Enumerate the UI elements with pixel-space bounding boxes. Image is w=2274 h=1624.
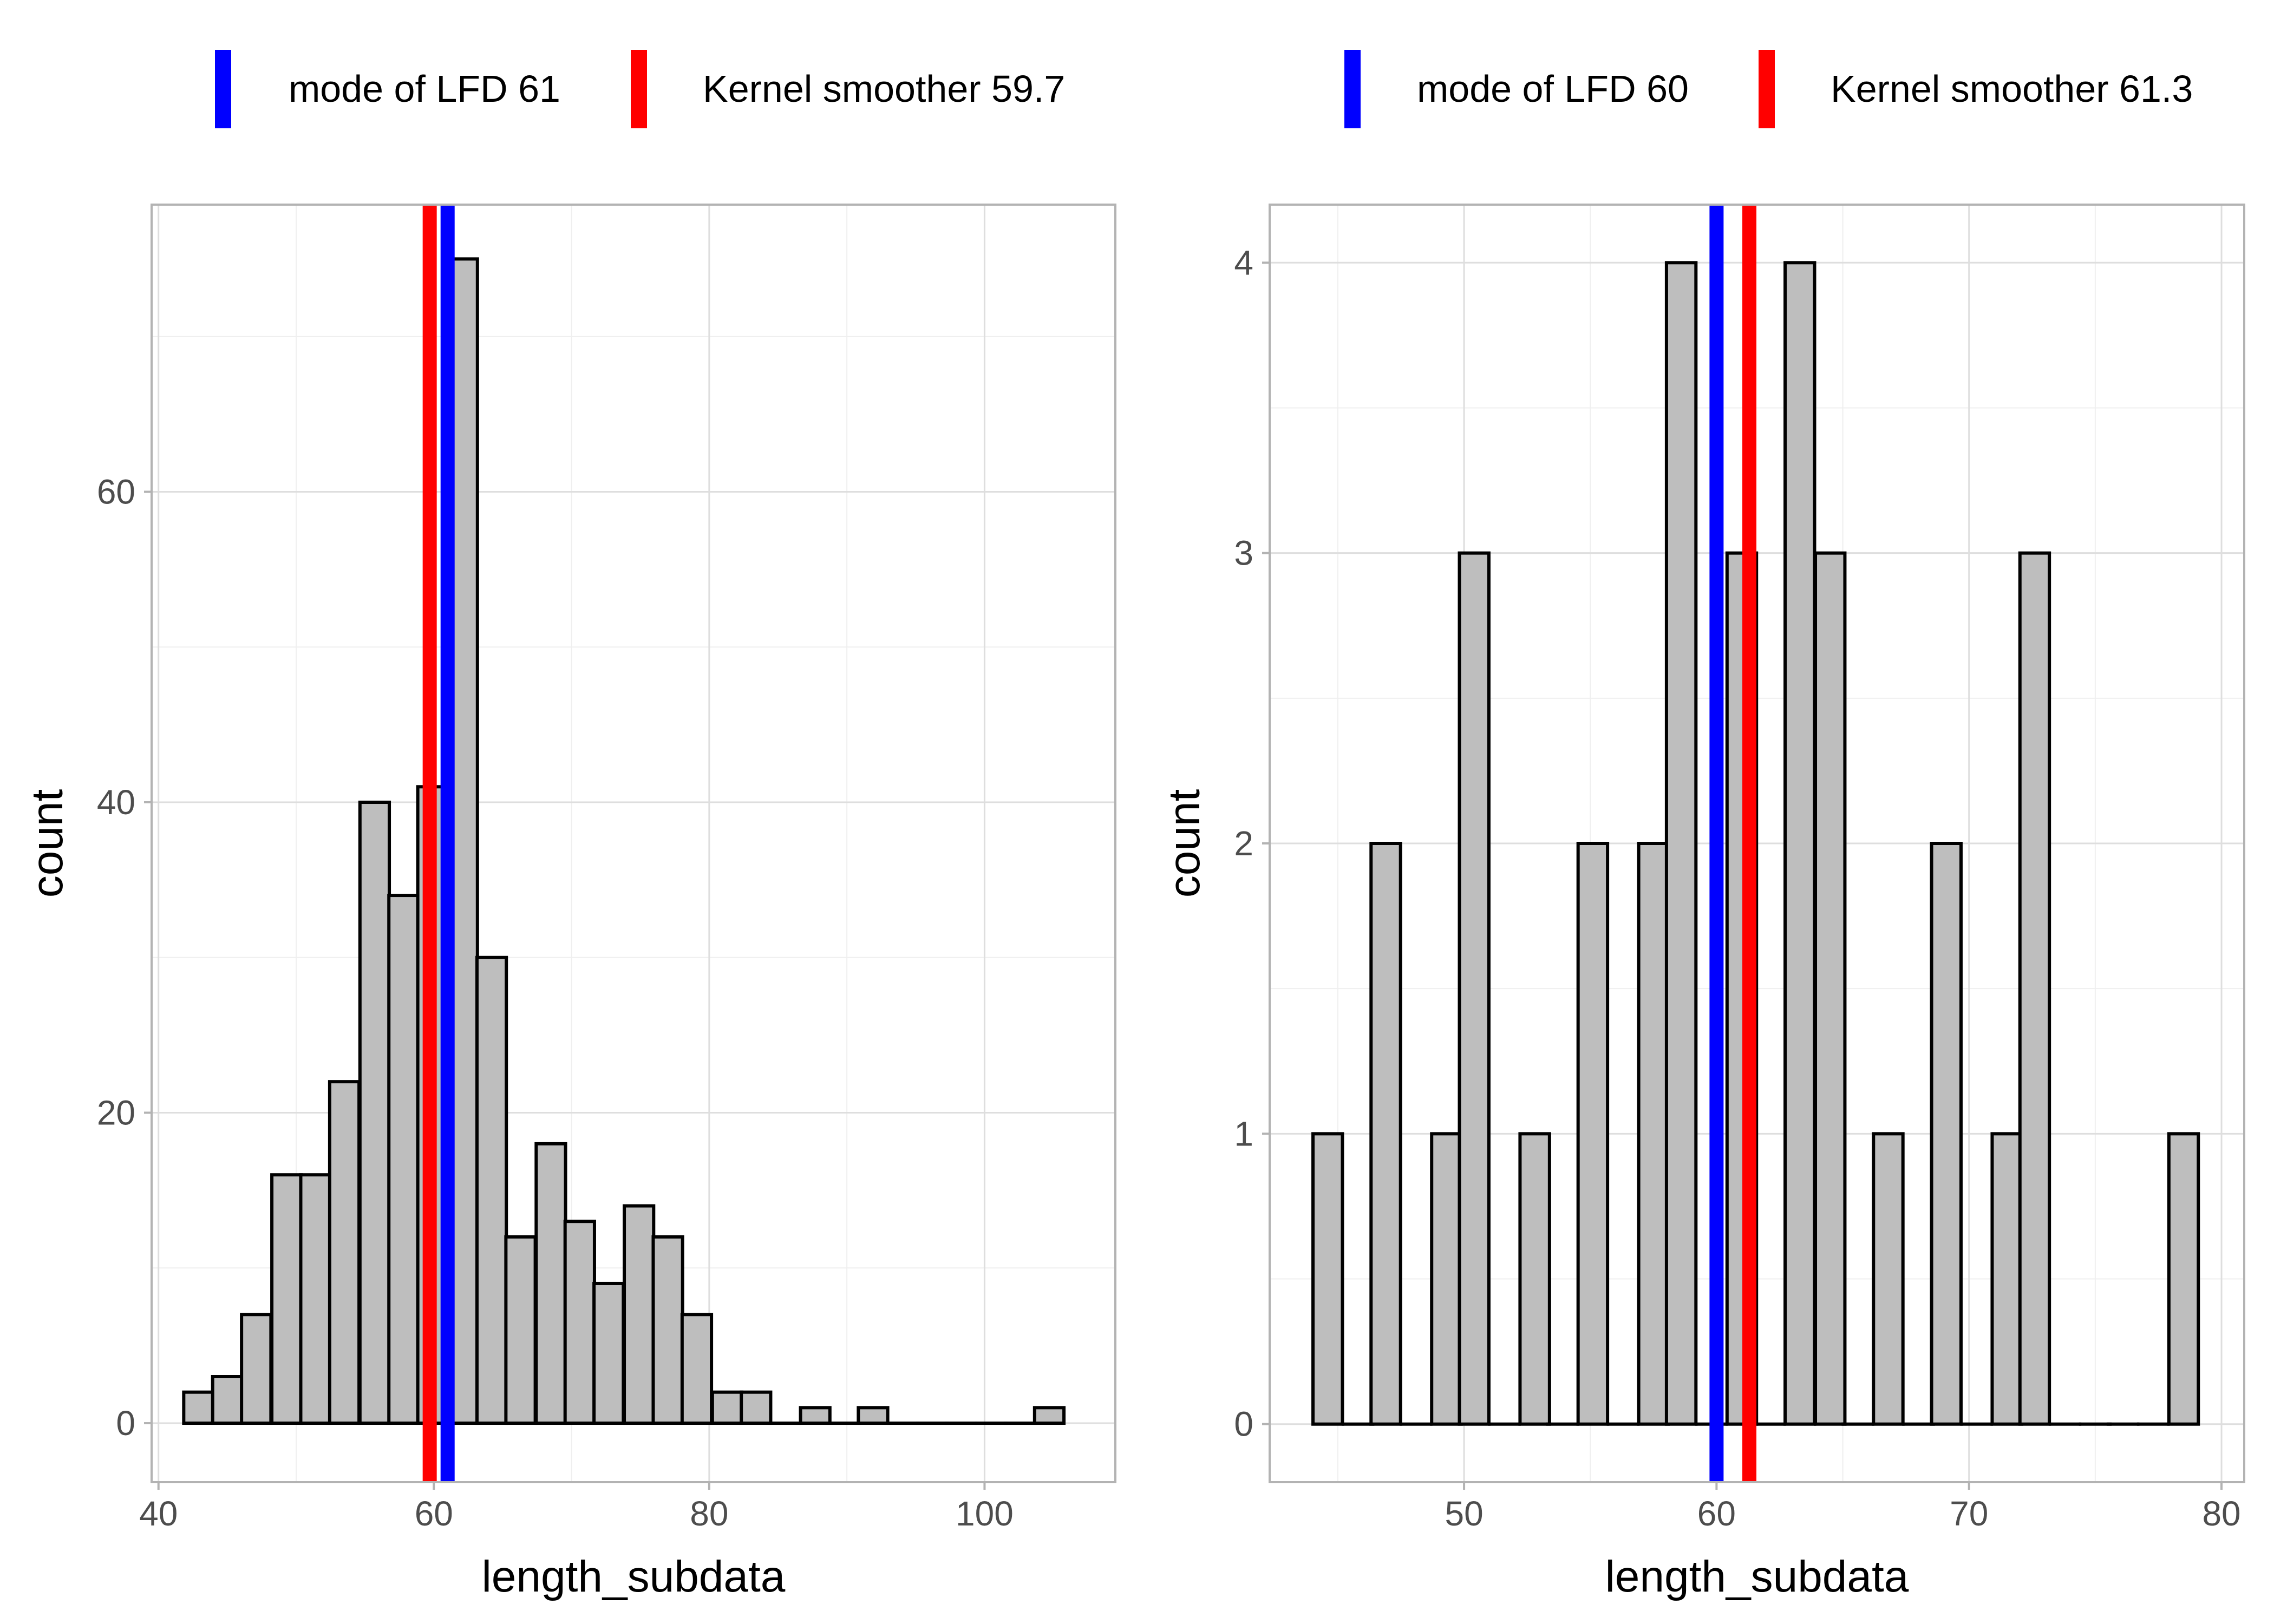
right-histogram-bar bbox=[2018, 551, 2051, 1426]
left-histogram-bar bbox=[563, 1220, 596, 1425]
left-legend-kernel-key bbox=[631, 50, 647, 128]
left-histogram-bar bbox=[534, 1142, 567, 1425]
left-histogram-bar bbox=[857, 1406, 890, 1425]
left-panel-border bbox=[151, 204, 1116, 1483]
left-histogram-bar bbox=[299, 1173, 332, 1425]
left-y-tick-label: 60 bbox=[97, 472, 135, 511]
right-legend-mode-label: mode of LFD 60 bbox=[1417, 68, 1689, 110]
left-x-tick-label: 40 bbox=[139, 1494, 178, 1533]
left-legend-mode-key bbox=[215, 50, 231, 128]
left-histogram-bar bbox=[358, 801, 391, 1425]
left-legend-kernel-label: Kernel smoother 59.7 bbox=[703, 68, 1065, 110]
right-x-tick-label: 70 bbox=[1950, 1494, 1988, 1533]
right-bars bbox=[1311, 261, 2200, 1426]
left-legend: mode of LFD 61 Kernel smoother 59.7 bbox=[215, 50, 1065, 128]
right-histogram-bar bbox=[1430, 1132, 1463, 1426]
left-x-tick-label: 60 bbox=[415, 1494, 453, 1533]
right-histogram-bar bbox=[1814, 551, 1847, 1426]
left-histogram-bar bbox=[387, 894, 420, 1425]
left-x-axis: 40 60 80 100 bbox=[139, 1482, 1014, 1533]
left-histogram-bar bbox=[211, 1375, 244, 1425]
right-histogram-bar bbox=[1664, 261, 1698, 1426]
right-x-axis: 50 60 70 80 bbox=[1445, 1482, 2241, 1533]
left-histogram-bar bbox=[240, 1313, 273, 1425]
left-histogram-bar bbox=[710, 1390, 744, 1425]
left-histogram-bar bbox=[182, 1390, 215, 1425]
right-histogram-bar bbox=[1783, 261, 1816, 1426]
right-y-axis-title: count bbox=[1160, 789, 1209, 898]
left-histogram-bar bbox=[623, 1204, 656, 1425]
left-y-axis: 0 20 40 60 bbox=[97, 472, 152, 1443]
left-histogram-bar bbox=[1033, 1406, 1066, 1425]
left-y-tick-label: 0 bbox=[116, 1404, 135, 1443]
right-histogram-bar bbox=[1872, 1132, 1905, 1426]
left-x-tick-label: 80 bbox=[690, 1494, 728, 1533]
right-histogram-bar bbox=[1518, 1132, 1551, 1426]
right-histogram-bar bbox=[1576, 842, 1610, 1426]
right-x-axis-title: length_subdata bbox=[1605, 1552, 1909, 1601]
right-x-tick-label: 60 bbox=[1697, 1494, 1736, 1533]
left-legend-mode-label: mode of LFD 61 bbox=[289, 68, 560, 110]
right-histogram-bar bbox=[2167, 1132, 2200, 1426]
right-x-tick-label: 80 bbox=[2202, 1494, 2240, 1533]
right-x-tick-label: 50 bbox=[1445, 1494, 1483, 1533]
right-y-tick-label: 1 bbox=[1234, 1114, 1253, 1153]
right-histogram-bar bbox=[1637, 842, 1670, 1426]
left-histogram-bar bbox=[475, 955, 508, 1425]
left-histogram-bar bbox=[504, 1235, 537, 1425]
right-histogram-bar bbox=[1990, 1132, 2023, 1426]
left-histogram-bar bbox=[592, 1281, 625, 1425]
right-y-tick-label: 3 bbox=[1234, 534, 1253, 573]
left-reference-lines bbox=[422, 205, 455, 1482]
left-histogram-chart: mode of LFD 61 Kernel smoother 59.7 40 60… bbox=[23, 50, 1116, 1601]
left-histogram-bar bbox=[799, 1406, 832, 1425]
left-x-tick-label: 100 bbox=[956, 1494, 1014, 1533]
right-reference-lines bbox=[1709, 205, 1757, 1482]
left-histogram-bar bbox=[270, 1173, 303, 1425]
right-y-tick-label: 4 bbox=[1234, 243, 1253, 282]
left-y-tick-label: 20 bbox=[97, 1093, 135, 1132]
right-legend: mode of LFD 60 Kernel smoother 61.3 bbox=[1344, 50, 2193, 128]
right-histogram-bar bbox=[1458, 551, 1491, 1426]
right-legend-mode-key bbox=[1344, 50, 1361, 128]
left-y-axis-title: count bbox=[23, 789, 72, 898]
right-y-tick-label: 0 bbox=[1234, 1405, 1253, 1444]
left-histogram-bar bbox=[680, 1313, 714, 1425]
right-histogram-chart: mode of LFD 60 Kernel smoother 61.3 50 60… bbox=[1160, 50, 2245, 1601]
left-y-tick-label: 40 bbox=[97, 783, 135, 822]
left-histogram-bar bbox=[740, 1390, 773, 1425]
right-y-axis: 0 1 2 3 4 bbox=[1234, 243, 1270, 1444]
right-legend-kernel-key bbox=[1759, 50, 1775, 128]
right-histogram-bar bbox=[1930, 842, 1963, 1426]
left-histogram-bar bbox=[651, 1235, 684, 1425]
right-histogram-bar bbox=[1369, 842, 1402, 1426]
left-histogram-bar bbox=[328, 1080, 361, 1425]
right-y-tick-label: 2 bbox=[1234, 824, 1253, 863]
left-x-axis-title: length_subdata bbox=[482, 1552, 786, 1601]
right-legend-kernel-label: Kernel smoother 61.3 bbox=[1831, 68, 2193, 110]
right-histogram-bar bbox=[1311, 1132, 1344, 1426]
